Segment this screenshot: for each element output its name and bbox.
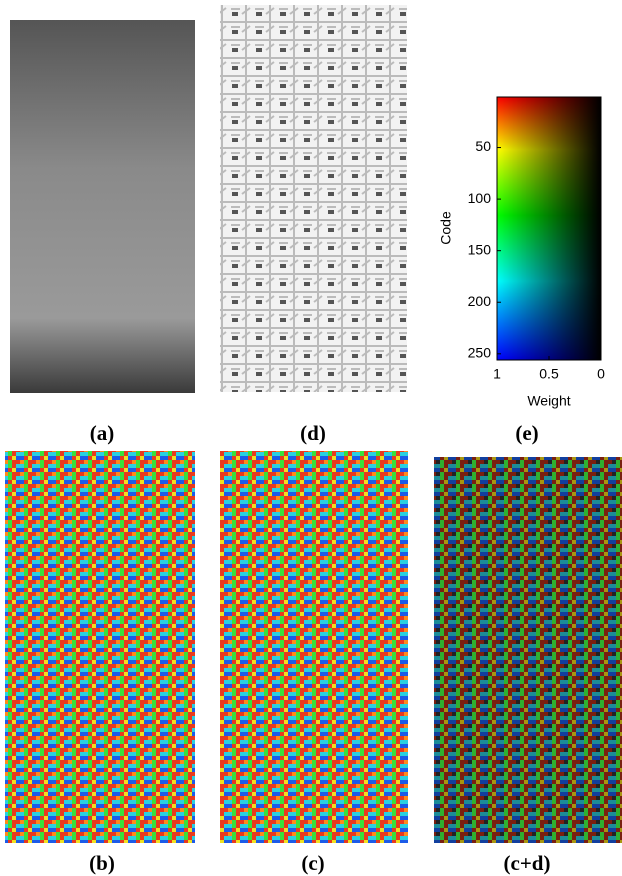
panel-label: (a) bbox=[90, 421, 115, 445]
panel-label: (c) bbox=[301, 851, 324, 875]
image-c bbox=[220, 451, 408, 843]
colorbar-shade bbox=[496, 96, 602, 361]
panel-label: (e) bbox=[515, 421, 538, 445]
image-a bbox=[10, 20, 195, 393]
x-tick-label: 0.5 bbox=[539, 366, 559, 382]
image-c-d bbox=[434, 457, 622, 843]
panel-label: (d) bbox=[300, 421, 326, 445]
y-tick-label: 150 bbox=[468, 241, 492, 257]
image-b bbox=[5, 451, 195, 843]
panel-label: (c+d) bbox=[504, 851, 551, 875]
y-tick-label: 250 bbox=[468, 345, 492, 361]
image-d bbox=[220, 5, 407, 392]
y-tick-label: 200 bbox=[468, 293, 492, 309]
y-axis-label: Code bbox=[438, 211, 454, 245]
x-tick-label: 1 bbox=[493, 366, 501, 382]
panel-label: (b) bbox=[89, 851, 115, 875]
y-tick-label: 100 bbox=[468, 190, 492, 206]
x-tick-label: 0 bbox=[597, 366, 605, 382]
y-tick-label: 50 bbox=[475, 138, 491, 154]
x-axis-label: Weight bbox=[527, 393, 570, 409]
